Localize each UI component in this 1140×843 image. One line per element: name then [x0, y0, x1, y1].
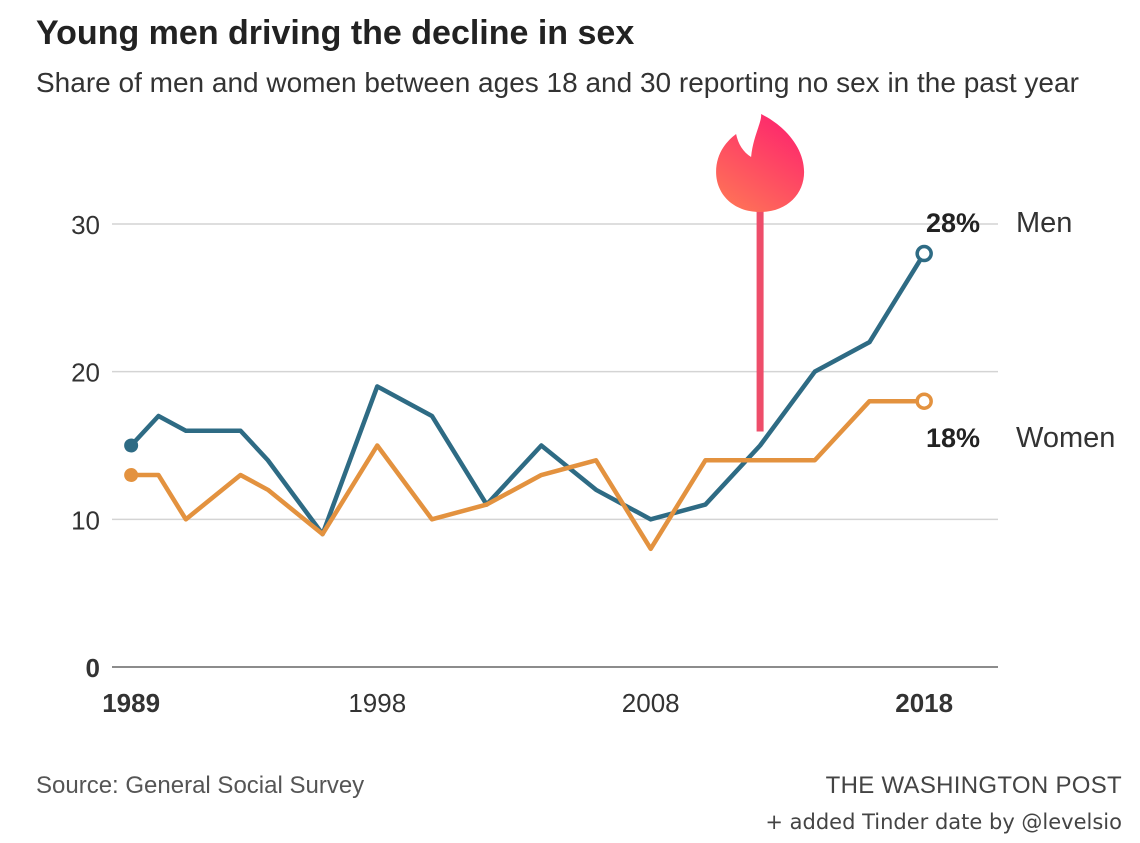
- series-end-value-label: 18%: [926, 423, 980, 453]
- y-tick-label: 10: [71, 505, 100, 535]
- series-lines: [124, 244, 933, 552]
- series-end-point: [915, 244, 933, 263]
- y-tick-label: 20: [71, 358, 100, 388]
- x-tick-label: 1989: [102, 688, 160, 718]
- series-start-point: [124, 438, 139, 453]
- x-tick-label: 2008: [622, 688, 680, 718]
- source-note: Source: General Social Survey: [36, 772, 365, 799]
- series-labels: 28% Men 18% Women: [926, 207, 1115, 454]
- series-line-men: [128, 251, 927, 537]
- series-line-women: [128, 398, 927, 552]
- y-tick-label: 0: [86, 653, 100, 683]
- y-tick-label: 30: [71, 210, 100, 240]
- publisher-credit: THE WASHINGTON POST: [825, 772, 1122, 799]
- chart-subtitle: Share of men and women between ages 18 a…: [36, 67, 1079, 98]
- axes: 0 10 20 30 1989 1998 2008 2018: [71, 210, 998, 718]
- chart-title: Young men driving the decline in sex: [36, 14, 635, 52]
- tinder-credit: + added Tinder date by @levelsio: [765, 810, 1122, 834]
- series-start-point: [124, 468, 139, 483]
- series-end-point: [915, 392, 933, 410]
- series-name-label: Women: [1016, 422, 1115, 454]
- tinder-annotation: [716, 114, 805, 432]
- series-end-value-label: 28%: [926, 208, 980, 238]
- tinder-flame-icon: [716, 114, 805, 212]
- series-name-label: Men: [1016, 207, 1072, 239]
- x-tick-label: 1998: [348, 688, 406, 718]
- gridlines: [112, 223, 998, 521]
- line-chart: 0 10 20 30 1989 1998 2008 2018 28% Men 18% Women: [71, 114, 1115, 718]
- x-tick-label: 2018: [895, 688, 953, 718]
